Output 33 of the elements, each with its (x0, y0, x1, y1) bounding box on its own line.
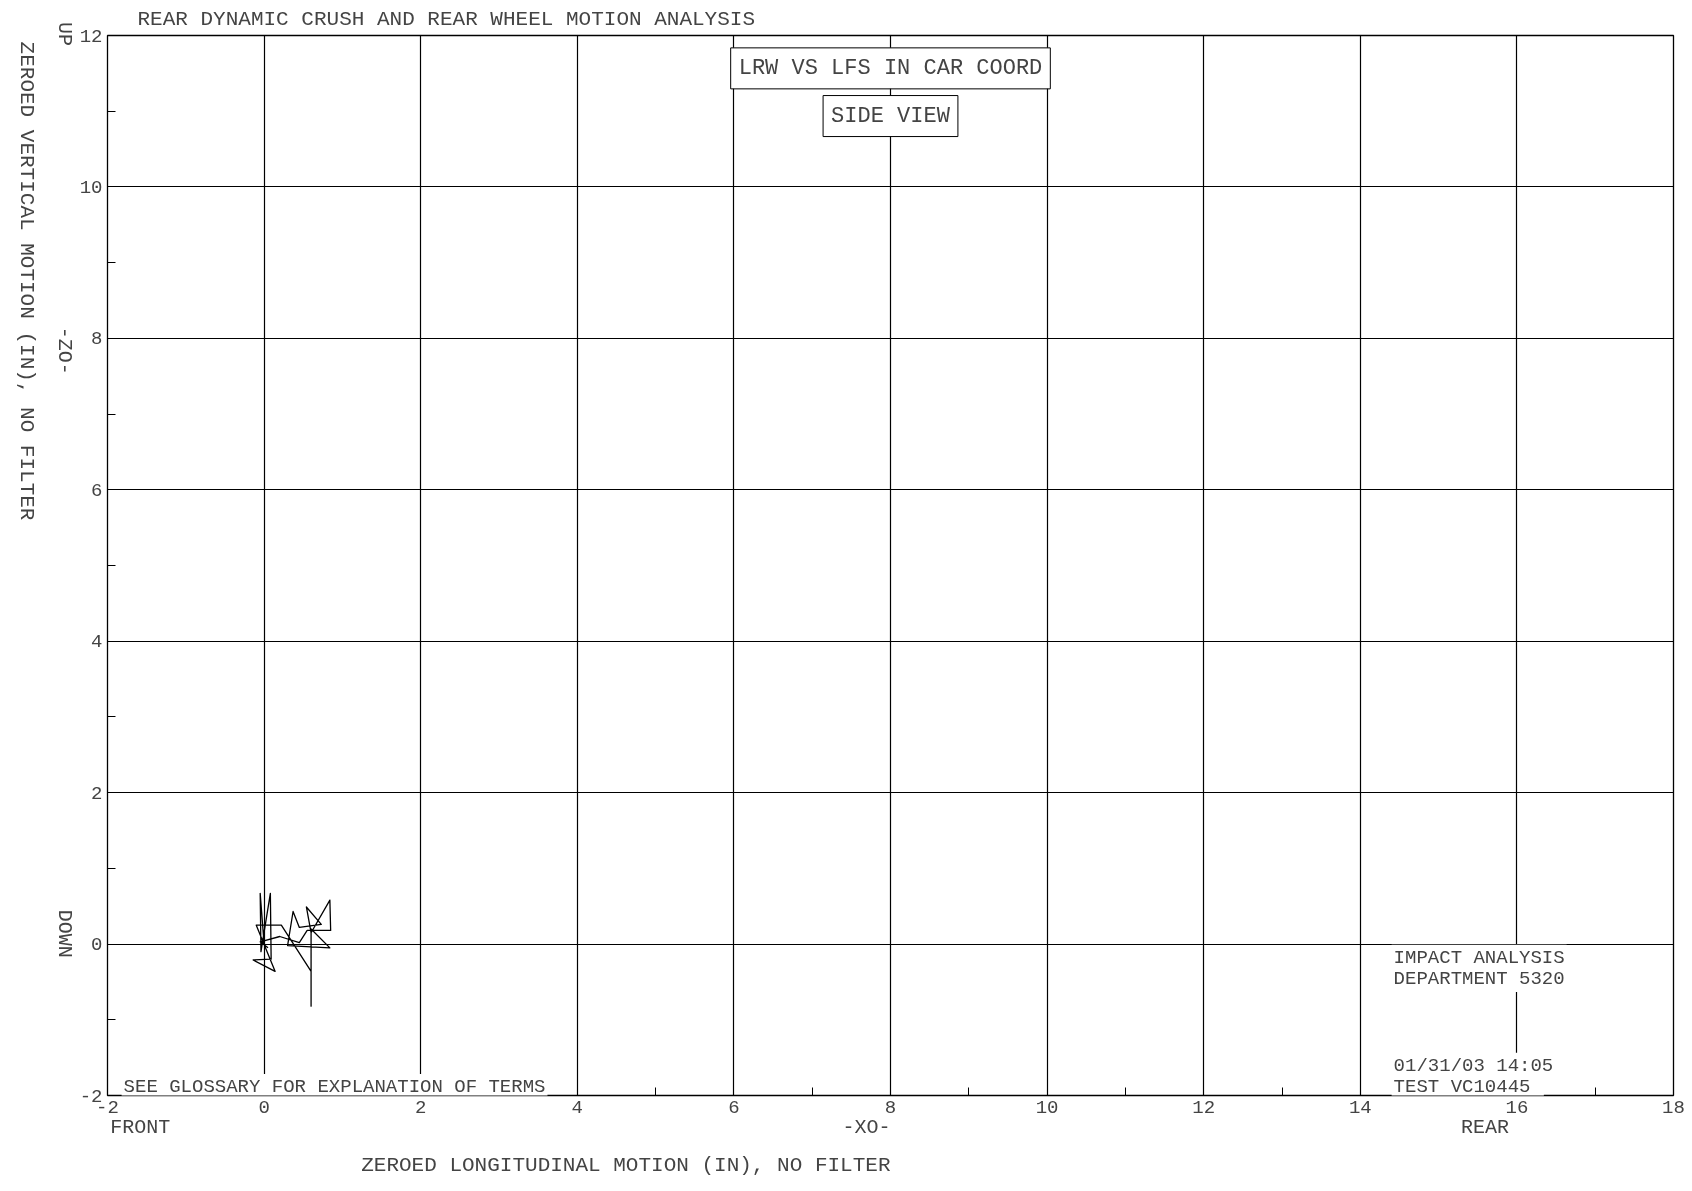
y-tick-label: 10 (79, 176, 103, 199)
x-tick-label: 12 (1192, 1096, 1216, 1119)
text: -ZO- (53, 326, 76, 375)
y-tick-label: 12 (79, 25, 103, 48)
x-tick-label: 10 (1035, 1096, 1059, 1119)
y-tick-label: 2 (91, 782, 103, 805)
x-tick-label: 4 (571, 1096, 584, 1119)
x-tick-label: 2 (415, 1096, 427, 1119)
y-tick-label: 0 (91, 934, 103, 957)
y-axis-title: ZEROED VERTICAL MOTION (IN), NO FILTER (15, 41, 38, 521)
y-tick-label: 4 (91, 631, 103, 654)
text: UP (53, 22, 76, 47)
x-tick-label: 16 (1505, 1096, 1529, 1119)
x-tick-label: 6 (728, 1096, 740, 1119)
text: REAR (1461, 1116, 1510, 1139)
text: FRONT (110, 1116, 171, 1139)
y-tick-label: 8 (91, 328, 103, 351)
x-tick-label: 8 (884, 1096, 897, 1119)
x-tick-label: 14 (1348, 1096, 1372, 1119)
x-axis-title: ZEROED LONGITUDINAL MOTION (IN), NO FILTER (361, 1154, 891, 1177)
x-tick-label: 18 (1662, 1096, 1685, 1119)
annotation: SEE GLOSSARY FOR EXPLANATION OF TERMS (123, 1076, 546, 1099)
annotation: 01/31/03 14:05 (1393, 1054, 1554, 1077)
chart-title: REAR DYNAMIC CRUSH AND REAR WHEEL MOTION ANALYSIS (137, 7, 756, 31)
annotation: IMPACT ANALYSIS (1393, 946, 1565, 969)
y-tick-label: 6 (91, 479, 103, 502)
annotation: TEST VC10445 (1393, 1076, 1531, 1099)
annotation: SIDE VIEW (831, 103, 951, 129)
x-tick-label: 0 (258, 1096, 270, 1119)
annotation: LRW VS LFS IN CAR COORD (738, 55, 1043, 81)
text: DOWN (53, 909, 76, 958)
text: -XO- (842, 1116, 891, 1139)
annotation: DEPARTMENT 5320 (1393, 967, 1565, 990)
